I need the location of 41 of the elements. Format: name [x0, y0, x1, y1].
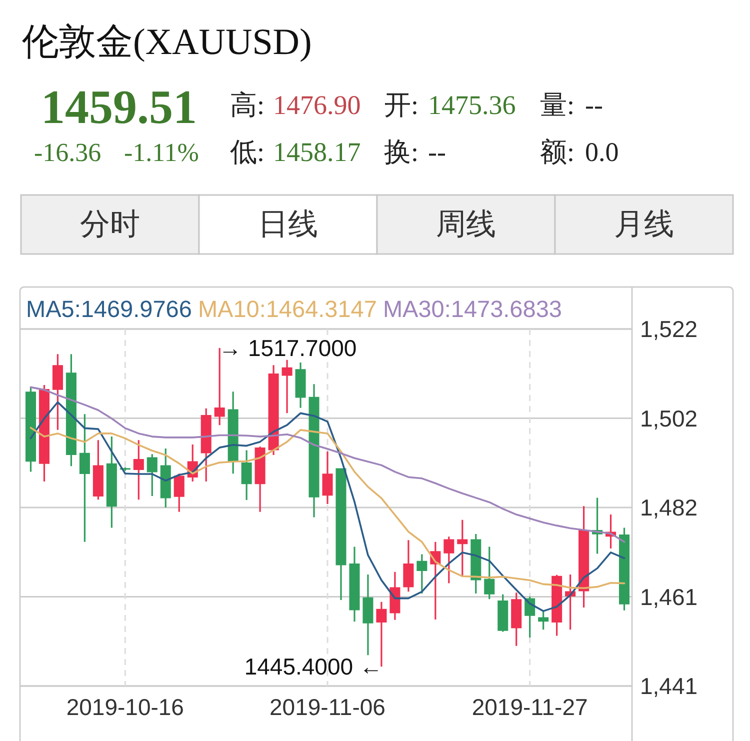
candlestick — [376, 602, 387, 667]
text: 换: — [384, 137, 419, 167]
text: 高: — [230, 90, 265, 120]
text: 周线 — [436, 208, 496, 241]
text: 分时 — [80, 208, 140, 241]
y-tick-label: 1,461 — [640, 584, 698, 610]
chart-subtitle: 1459.51 — [41, 81, 197, 134]
line-series — [30, 401, 626, 612]
text: 1475.36 — [428, 90, 516, 120]
text: MA5:1469.9766 — [26, 296, 192, 322]
line-series — [30, 386, 626, 543]
text: -1.11% — [124, 138, 199, 167]
annotation: 1445.4000 ← — [244, 654, 382, 680]
text: MA30:1473.6833 — [382, 296, 562, 322]
text: 月线 — [614, 208, 674, 241]
text: 1458.17 — [273, 137, 361, 167]
text: 量: — [540, 90, 575, 120]
y-tick-label: 1,441 — [640, 673, 698, 699]
line-series — [30, 426, 626, 590]
chart-title: 伦敦金(XAUUSD) — [22, 22, 312, 63]
text: 1476.90 — [273, 90, 361, 120]
y-tick-label: 1,522 — [640, 316, 698, 342]
text: 日线 — [258, 208, 318, 241]
text: 额: — [540, 137, 575, 167]
text: -16.36 — [34, 138, 102, 167]
text: 开: — [384, 90, 419, 120]
text: 0.0 — [585, 137, 619, 167]
x-tick-label: 2019-11-27 — [472, 694, 588, 720]
text: -- — [428, 137, 446, 167]
x-tick-label: 2019-10-16 — [66, 694, 184, 720]
text: MA10:1464.3147 — [198, 296, 377, 322]
y-tick-label: 1,482 — [640, 494, 698, 520]
x-tick-label: 2019-11-06 — [270, 694, 386, 720]
y-tick-label: 1,502 — [640, 405, 698, 432]
annotation: → 1517.7000 — [218, 334, 357, 361]
text: -- — [585, 90, 603, 120]
candlestick — [362, 574, 374, 656]
text: 低: — [230, 137, 265, 167]
candlestick — [295, 362, 306, 408]
candlestick — [322, 452, 333, 504]
candlestick — [282, 360, 292, 414]
